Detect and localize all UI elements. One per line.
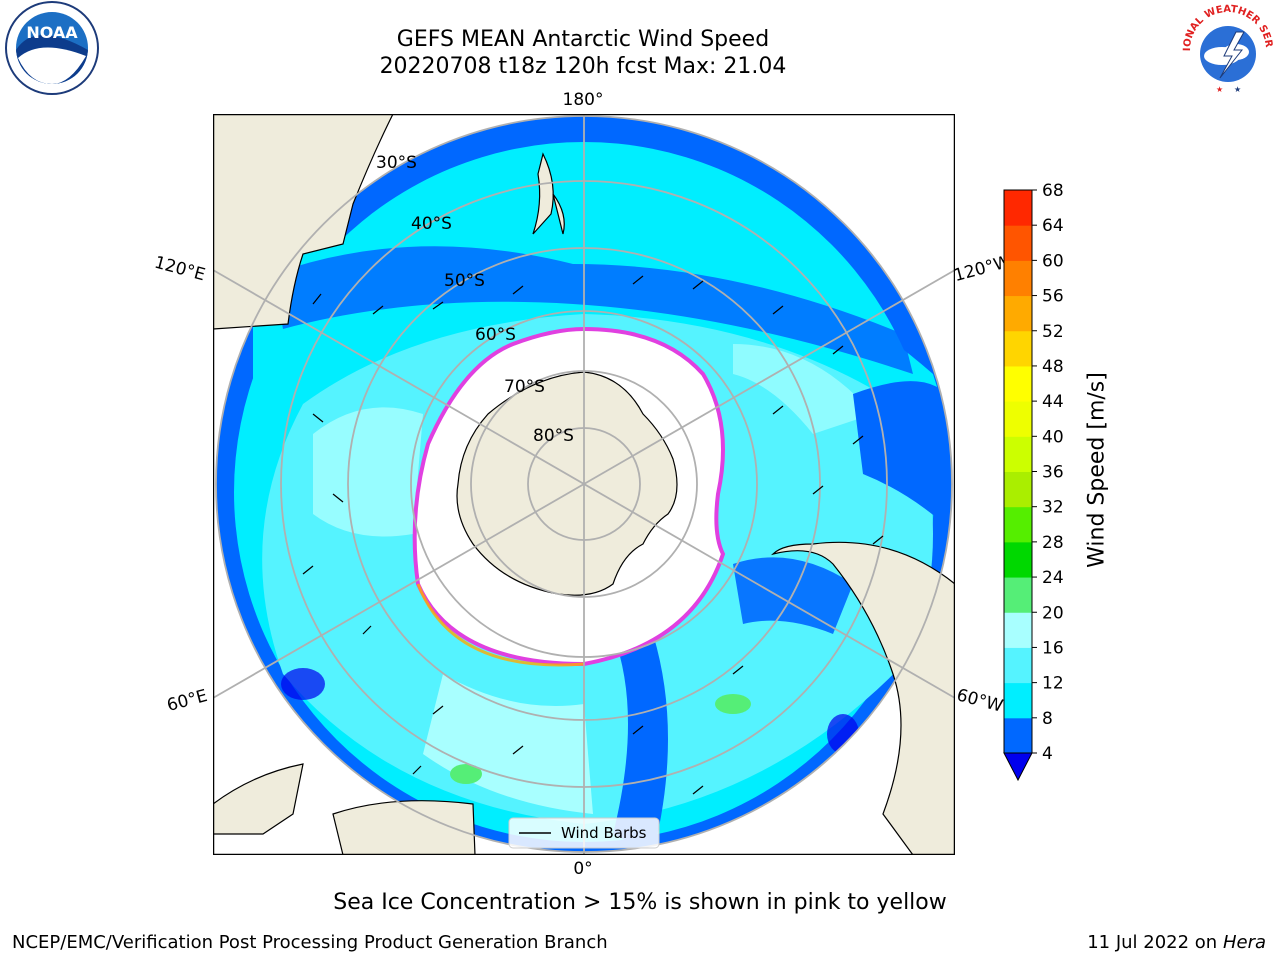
noaa-logo-text: NOAA bbox=[26, 23, 78, 42]
colorbar-segment bbox=[1004, 471, 1032, 508]
colorbar-tick-label: 4 bbox=[1042, 744, 1053, 764]
lon-label-0: 0° bbox=[573, 859, 592, 879]
colorbar-segment bbox=[1004, 541, 1032, 578]
land-antarctica bbox=[456, 371, 678, 596]
colorbar-tick-label: 16 bbox=[1042, 638, 1064, 658]
land-australia bbox=[213, 114, 394, 330]
colorbar-tick-label: 40 bbox=[1042, 427, 1064, 447]
chart-subtitle: 20220708 t18z 120h fcst Max: 21.04 bbox=[379, 54, 787, 79]
colorbar-segment bbox=[1004, 365, 1032, 402]
lon-label-60e: 60°E bbox=[165, 686, 210, 716]
svg-text:★: ★ bbox=[1234, 85, 1241, 94]
colorbar-segment bbox=[1004, 647, 1032, 684]
colorbar-segment bbox=[1004, 506, 1032, 543]
colorbar-segment bbox=[1004, 401, 1032, 437]
colorbar-label: Wind Speed [m/s] bbox=[1084, 372, 1110, 568]
lat-label-40s: 40°S bbox=[411, 214, 452, 234]
colorbar-segment bbox=[1004, 612, 1032, 648]
land-nz bbox=[532, 152, 565, 235]
lon-label-120e: 120°E bbox=[152, 253, 207, 286]
polar-map: 30°S 40°S 50°S 60°S 70°S 80°S Wind Barbs bbox=[213, 114, 955, 855]
legend-label: Wind Barbs bbox=[561, 824, 647, 842]
colorbar-tick-label: 48 bbox=[1042, 357, 1064, 377]
colorbar-tick-label: 60 bbox=[1042, 251, 1064, 271]
lat-label-30s: 30°S bbox=[376, 153, 417, 173]
colorbar-segment bbox=[1004, 225, 1032, 261]
colorbar-segment bbox=[1004, 577, 1032, 613]
colorbar-tick-label: 28 bbox=[1042, 533, 1064, 553]
lat-label-80s: 80°S bbox=[533, 426, 574, 446]
svg-text:★: ★ bbox=[1216, 85, 1223, 94]
caption: Sea Ice Concentration > 15% is shown in … bbox=[333, 890, 947, 915]
colorbar-tick-label: 52 bbox=[1042, 322, 1064, 342]
colorbar-tick-label: 32 bbox=[1042, 498, 1064, 518]
chart-title: GEFS MEAN Antarctic Wind Speed bbox=[396, 27, 770, 52]
colorbar-extend-min bbox=[1003, 752, 1033, 782]
lat-label-70s: 70°S bbox=[504, 377, 545, 397]
nws-logo: NATIONAL WEATHER SERVICE ★ ★ bbox=[1176, 0, 1274, 96]
colorbar-segment bbox=[1004, 330, 1032, 367]
noaa-logo: NOAA bbox=[5, 1, 99, 95]
colorbar-tick-label: 56 bbox=[1042, 287, 1064, 307]
colorbar-tick-label: 64 bbox=[1042, 216, 1064, 236]
lat-label-50s: 50°S bbox=[444, 271, 485, 291]
lon-label-180: 180° bbox=[563, 90, 604, 110]
colorbar-tick-label: 12 bbox=[1042, 674, 1064, 694]
footer-date: 11 Jul 2022 on Hera bbox=[1087, 932, 1266, 953]
colorbar-segment bbox=[1004, 682, 1032, 719]
graticule bbox=[213, 114, 955, 855]
land-africa bbox=[213, 763, 304, 835]
map-frame bbox=[213, 114, 955, 855]
legend: Wind Barbs bbox=[508, 817, 660, 849]
wind-max-patch bbox=[715, 694, 751, 714]
colorbar-tick-label: 36 bbox=[1042, 463, 1064, 483]
wind-barbs bbox=[302, 275, 884, 795]
colorbar-segment bbox=[1004, 295, 1032, 332]
colorbar-tick-label: 24 bbox=[1042, 568, 1064, 588]
footer-credit: NCEP/EMC/Verification Post Processing Pr… bbox=[12, 932, 608, 953]
colorbar-tick-label: 68 bbox=[1042, 181, 1064, 201]
colorbar-segment bbox=[1004, 260, 1032, 297]
colorbar-segment bbox=[1004, 190, 1032, 226]
colorbar-tick-label: 44 bbox=[1042, 392, 1064, 412]
colorbar-segment bbox=[1004, 717, 1032, 754]
land-south-america bbox=[771, 541, 955, 855]
footer-host: Hera bbox=[1222, 932, 1266, 953]
lat-label-60s: 60°S bbox=[475, 325, 516, 345]
land-madagascar bbox=[332, 800, 476, 855]
colorbar-tick-label: 20 bbox=[1042, 603, 1064, 623]
colorbar-tick-label: 8 bbox=[1042, 709, 1053, 729]
footer-date-text: 11 Jul 2022 on bbox=[1087, 932, 1223, 953]
colorbar-segment bbox=[1004, 436, 1032, 472]
